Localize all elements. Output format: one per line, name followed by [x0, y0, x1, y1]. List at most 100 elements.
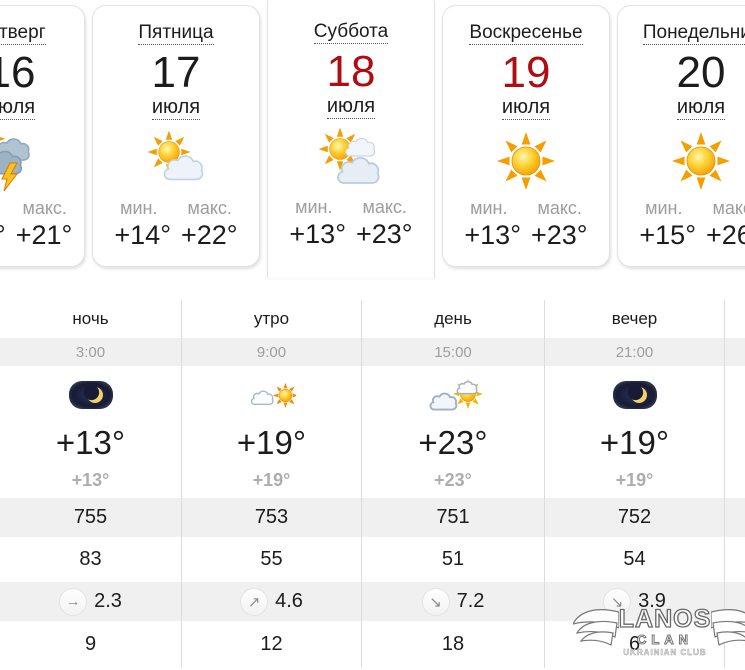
extra-value: 12 — [182, 621, 362, 668]
wind-speed-value: 4.6 — [275, 590, 303, 612]
wind-cell: ↗ 4.6 — [182, 582, 362, 621]
filler-cell — [725, 338, 745, 366]
minmax-labels: мин.макс. — [645, 197, 745, 218]
min-temp: +13° — [289, 218, 346, 249]
sun-icon — [618, 128, 745, 194]
wind-cell: → 2.3 — [0, 582, 182, 621]
month-link[interactable]: июля — [676, 95, 726, 120]
filler-cell — [725, 366, 745, 424]
month-link[interactable]: июля — [501, 95, 551, 120]
pressure-value: 755 — [0, 498, 182, 537]
month-link[interactable]: июля — [326, 94, 376, 119]
moon-icon — [545, 366, 725, 424]
period-label: день — [362, 300, 545, 338]
minmax-labels: мин.макс. — [295, 196, 407, 217]
day-date: 16 — [0, 47, 36, 97]
period-header-row: ночь утро день вечер — [0, 300, 745, 338]
day-card-sunday[interactable]: Воскресенье 19 июля мин. макс. +13° +23° — [442, 5, 610, 267]
feels-like-row: +13° +19° +23° +19° — [0, 462, 745, 498]
day-card-saturday-selected[interactable]: Суббота 18 июля мин. макс. +13° +23° — [267, 0, 435, 278]
extra-value: 18 — [362, 621, 545, 668]
minmax-labels: мин.макс. — [120, 197, 232, 218]
forecast-detail-table: ночь утро день вечер 3:00 9:00 15:00 21:… — [0, 300, 745, 668]
period-label: утро — [182, 300, 362, 338]
wind-direction-east-icon: → — [59, 587, 88, 616]
pressure-row: 755 753 751 752 — [0, 498, 745, 537]
wind-speed-value: 3.9 — [638, 590, 666, 612]
day-date: 20 — [676, 47, 726, 97]
filler-cell — [725, 462, 745, 498]
day-card-monday[interactable]: Понедельник 20 июля мин.макс. +15° +26° — [617, 5, 745, 267]
day-date: 18 — [326, 46, 376, 96]
minmax-temps: +15° +26° — [618, 220, 745, 251]
day-card-friday[interactable]: Пятница 17 июля мин. макс. +14° +22° — [92, 5, 260, 267]
min-temp: +14° — [114, 219, 171, 250]
temperature-value: +13° — [0, 424, 182, 462]
minmax-labels: мин.макс. — [470, 197, 582, 218]
day-name-link[interactable]: Пятница — [138, 22, 214, 45]
wind-cell: ↘ 7.2 — [362, 582, 545, 621]
humidity-value: 83 — [0, 537, 182, 582]
humidity-value: 54 — [545, 537, 725, 582]
feels-like-value: +19° — [545, 462, 725, 498]
day-date: 19 — [501, 47, 551, 97]
pressure-value: 752 — [545, 498, 725, 537]
day-name-link[interactable]: Понедельник — [618, 22, 745, 45]
day-card-thursday[interactable]: Четверг 16 июля мин.макс. ° +21° — [0, 5, 85, 267]
min-temp: +13° — [464, 219, 521, 250]
weather-icon-row — [0, 366, 745, 424]
wind-speed-value: 2.3 — [94, 590, 122, 612]
time-value: 15:00 — [362, 338, 545, 366]
max-temp: +22° — [181, 219, 238, 250]
min-temp: ° — [0, 219, 6, 250]
pressure-value: 751 — [362, 498, 545, 537]
sun-icon — [443, 128, 609, 194]
wind-cell: ↘ 3.9 — [545, 582, 725, 621]
wind-direction-northeast-icon: ↗ — [240, 587, 269, 616]
max-temp: +23° — [356, 218, 413, 249]
filler-cell — [725, 424, 745, 462]
feels-like-value: +19° — [182, 462, 362, 498]
temperature-row: +13° +19° +23° +19° — [0, 424, 745, 462]
filler-cell — [725, 537, 745, 582]
minmax-labels: мин.макс. — [22, 197, 67, 218]
filler-cell — [725, 621, 745, 668]
sun-behind-cloud-icon — [93, 128, 259, 194]
wind-direction-southeast-icon: ↘ — [603, 587, 632, 616]
max-temp: +26° — [706, 219, 745, 250]
clouds-and-sun-icon — [362, 366, 545, 424]
minmax-temps: +13° +23° — [443, 220, 609, 251]
pressure-value: 753 — [182, 498, 362, 537]
month-link[interactable]: июля — [0, 95, 94, 120]
time-value: 9:00 — [182, 338, 362, 366]
period-label: вечер — [545, 300, 725, 338]
cloud-and-sun-icon — [182, 366, 362, 424]
storm-clouds-lightning-icon — [0, 128, 94, 194]
time-row: 3:00 9:00 15:00 21:00 — [0, 338, 745, 366]
period-label: ночь — [0, 300, 182, 338]
filler-cell — [725, 498, 745, 537]
day-name-link[interactable]: Суббота — [313, 21, 389, 44]
wind-speed-value: 7.2 — [456, 590, 485, 612]
extra-value: 9 — [0, 621, 182, 668]
temperature-value: +19° — [545, 424, 725, 462]
temperature-value: +19° — [182, 424, 362, 462]
month-link[interactable]: июля — [151, 95, 201, 120]
temperature-value: +23° — [362, 424, 545, 462]
feels-like-value: +13° — [0, 462, 182, 498]
extra-value: 6 — [545, 621, 725, 668]
filler-cell — [725, 300, 745, 338]
day-name-link[interactable]: Четверг — [0, 22, 94, 45]
min-temp: +15° — [639, 219, 696, 250]
humidity-value: 51 — [362, 537, 545, 582]
humidity-row: 83 55 51 54 — [0, 537, 745, 582]
filler-cell — [725, 582, 745, 621]
humidity-value: 55 — [182, 537, 362, 582]
day-name-link[interactable]: Воскресенье — [469, 22, 583, 45]
sun-behind-clouds-icon — [268, 127, 434, 193]
minmax-temps: +13° +23° — [268, 219, 434, 250]
time-value: 21:00 — [545, 338, 725, 366]
max-temp: +23° — [531, 219, 588, 250]
extra-values-row: 9 12 18 6 — [0, 621, 745, 668]
